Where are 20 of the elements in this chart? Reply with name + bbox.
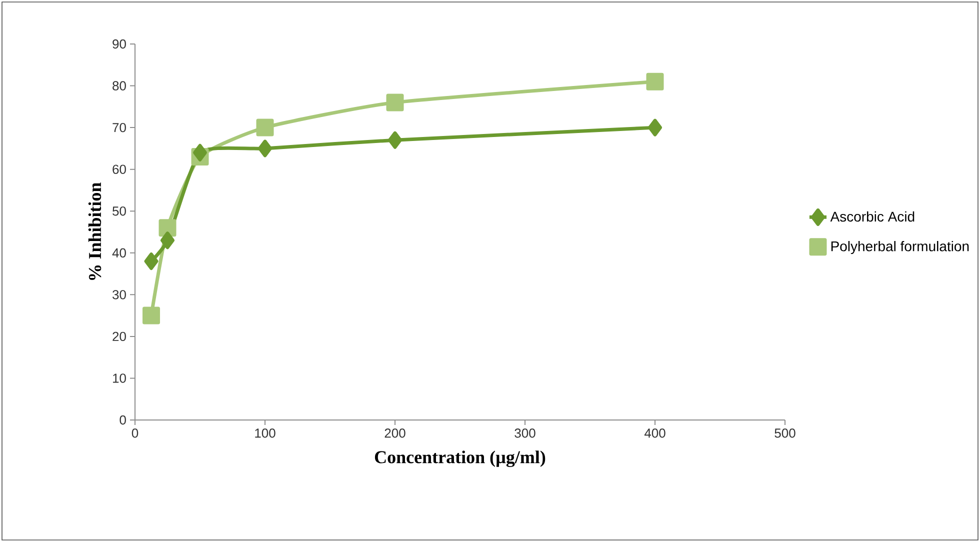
y-tick-label: 30 [112,290,126,300]
x-tick-label: 500 [774,428,796,438]
y-tick-label: 70 [112,122,126,132]
y-tick-label: 20 [112,332,126,342]
legend-label: Ascorbic Acid [830,211,914,222]
x-tick-label: 100 [255,428,276,438]
x-tick-label: 200 [384,428,406,438]
y-tick-label: 40 [112,248,126,258]
y-tick-label: 60 [112,164,126,174]
x-tick-label: 0 [132,428,138,438]
y-tick-label: 0 [120,415,126,425]
y-axis-title: % Inhibition [88,182,102,280]
y-tick-label: 90 [112,39,126,49]
x-tick-label: 300 [514,428,536,438]
y-tick-label: 80 [112,81,126,90]
y-tick-label: 10 [113,374,126,383]
x-tick-label: 400 [644,428,666,438]
y-tick-label: 50 [112,206,126,216]
legend-label: Polyherbal formulation [831,241,969,254]
x-axis-title: Concentration (µg/ml) [374,450,546,468]
